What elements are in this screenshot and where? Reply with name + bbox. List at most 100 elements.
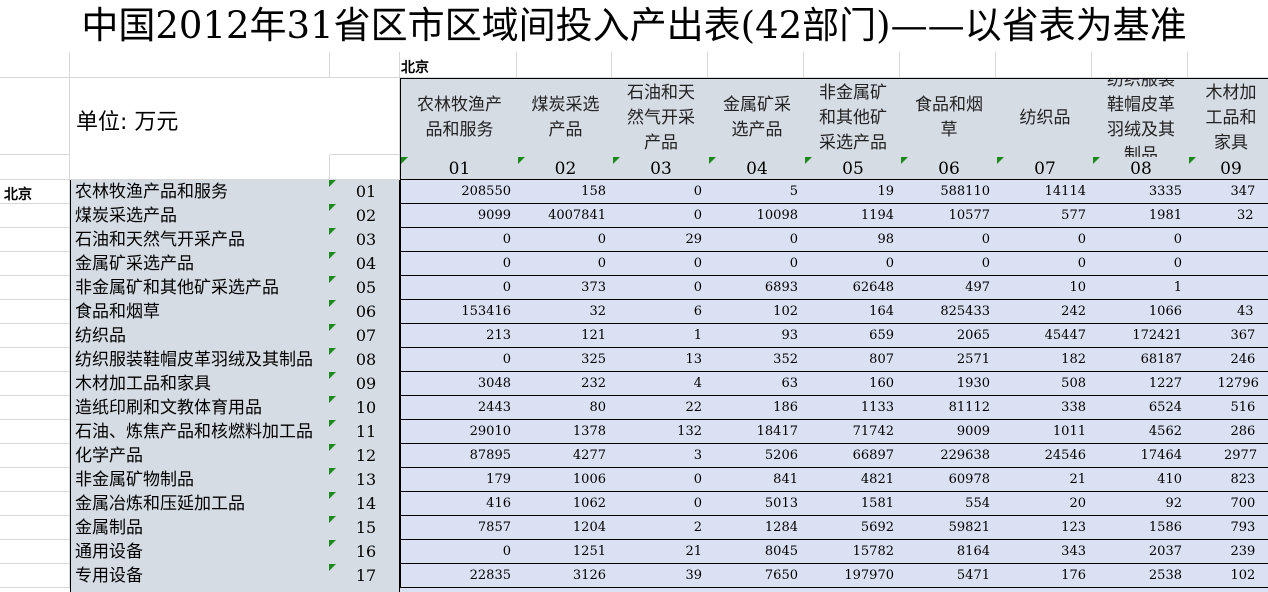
data-cell[interactable]: 59821 [948,520,990,535]
data-cell[interactable]: 0 [789,232,798,247]
data-cell[interactable]: 5471 [956,568,990,583]
data-cell[interactable]: 516 [1230,400,1256,415]
row-code[interactable]: 17 [355,566,377,585]
data-cell[interactable]: 121 [581,328,606,343]
data-cell[interactable]: 1930 [956,376,990,391]
row-label[interactable]: 石油和天然气开采产品 [75,230,245,250]
data-cell[interactable]: 5692 [860,520,894,535]
row-label[interactable]: 纺织品 [75,326,126,346]
grid-cell[interactable] [70,52,330,78]
data-cell[interactable]: 63 [781,376,798,391]
data-cell[interactable]: 60978 [948,472,990,487]
grid-cell[interactable] [0,420,70,444]
column-code[interactable]: 08 [1130,159,1152,179]
column-code[interactable]: 04 [746,159,768,179]
data-cell[interactable]: 807 [869,352,894,367]
data-cell[interactable]: 208550 [400,180,517,204]
data-cell[interactable]: 286 [1230,424,1256,439]
data-cell[interactable]: 39 [685,568,702,583]
column-header[interactable]: 金属矿采选产品 [723,95,791,140]
data-cell[interactable]: 1066 [1148,304,1182,319]
data-cell[interactable]: 239 [1230,544,1256,559]
data-cell[interactable]: 0 [1077,256,1086,271]
grid-cell[interactable] [0,372,70,396]
grid-cell[interactable] [517,52,612,78]
column-header[interactable]: 非金属矿和其他矿采选产品 [819,82,887,153]
data-cell[interactable]: 497 [965,280,990,295]
data-cell[interactable]: 2443 [400,396,517,420]
data-cell[interactable]: 213 [400,324,517,348]
data-cell[interactable]: 0 [693,208,702,223]
data-cell[interactable]: 793 [1230,520,1256,535]
grid-cell[interactable] [0,180,70,204]
data-cell[interactable]: 410 [1157,472,1182,487]
data-cell[interactable]: 588110 [940,184,990,199]
data-cell[interactable]: 123 [1061,520,1086,535]
data-cell[interactable]: 93 [781,328,798,343]
data-cell[interactable]: 2037 [1148,544,1182,559]
grid-cell[interactable] [0,540,70,564]
grid-cell[interactable] [0,516,70,540]
data-cell[interactable]: 32 [1237,208,1254,223]
data-cell[interactable]: 6 [693,304,702,319]
data-cell[interactable]: 7650 [764,568,798,583]
data-cell[interactable]: 19 [877,184,894,199]
data-cell[interactable]: 367 [1230,328,1256,343]
data-cell[interactable]: 0 [981,256,990,271]
data-cell[interactable]: 9099 [400,204,517,228]
data-cell[interactable]: 7857 [400,516,517,540]
data-cell[interactable]: 1204 [572,520,606,535]
column-header[interactable]: 木材加工品和家具 [1205,82,1257,153]
row-label[interactable]: 石油、炼焦产品和核燃料加工品 [75,422,313,442]
row-label[interactable]: 金属制品 [75,518,143,538]
data-cell[interactable]: 17464 [1140,448,1182,463]
row-code[interactable]: 08 [355,350,377,369]
data-cell[interactable]: 81112 [948,400,990,415]
data-cell[interactable]: 92 [1165,496,1182,511]
row-code[interactable]: 16 [355,542,377,561]
row-label[interactable]: 化学产品 [75,446,143,466]
data-cell[interactable]: 20 [1069,496,1086,511]
data-cell[interactable]: 0 [693,256,702,271]
data-cell[interactable]: 18417 [756,424,798,439]
data-cell[interactable]: 0 [400,252,517,276]
data-cell[interactable]: 6893 [764,280,798,295]
data-cell[interactable]: 172421 [1132,328,1182,343]
data-cell[interactable]: 0 [789,256,798,271]
data-cell[interactable]: 10577 [948,208,990,223]
grid-cell[interactable] [400,52,517,78]
data-cell[interactable]: 132 [677,424,702,439]
data-cell[interactable]: 1 [1173,280,1182,295]
column-header[interactable]: 煤炭采选产品 [531,95,600,140]
data-cell[interactable]: 10098 [756,208,798,223]
column-header[interactable]: 纺织品 [1019,107,1071,128]
grid-cell[interactable] [330,78,400,155]
data-cell[interactable]: 1981 [1148,208,1182,223]
row-code[interactable]: 14 [355,494,377,513]
data-cell[interactable]: 242 [1061,304,1086,319]
data-cell[interactable]: 0 [400,540,517,564]
data-cell[interactable] [1188,228,1268,252]
row-code[interactable]: 06 [355,302,377,321]
data-cell[interactable]: 29 [685,232,702,247]
data-cell[interactable]: 2065 [956,328,990,343]
data-cell[interactable]: 1006 [572,472,606,487]
data-cell[interactable]: 0 [981,232,990,247]
grid-cell[interactable] [330,155,400,180]
data-cell[interactable]: 164 [869,304,894,319]
column-code[interactable]: 02 [554,159,577,179]
data-cell[interactable]: 3335 [1148,184,1182,199]
data-cell[interactable]: 246 [1230,352,1256,367]
data-cell[interactable]: 21 [1069,472,1086,487]
grid-cell[interactable] [0,444,70,468]
data-cell[interactable]: 1062 [572,496,606,511]
data-cell[interactable]: 1133 [860,400,894,415]
data-cell[interactable]: 1194 [860,208,894,223]
data-cell[interactable]: 24546 [1044,448,1086,463]
data-cell[interactable]: 1581 [860,496,894,511]
data-cell[interactable]: 160 [869,376,894,391]
data-cell[interactable]: 197970 [844,568,894,583]
data-cell[interactable]: 325 [581,352,606,367]
grid-cell[interactable] [0,564,70,588]
row-label[interactable]: 金属冶炼和压延加工品 [75,494,245,514]
